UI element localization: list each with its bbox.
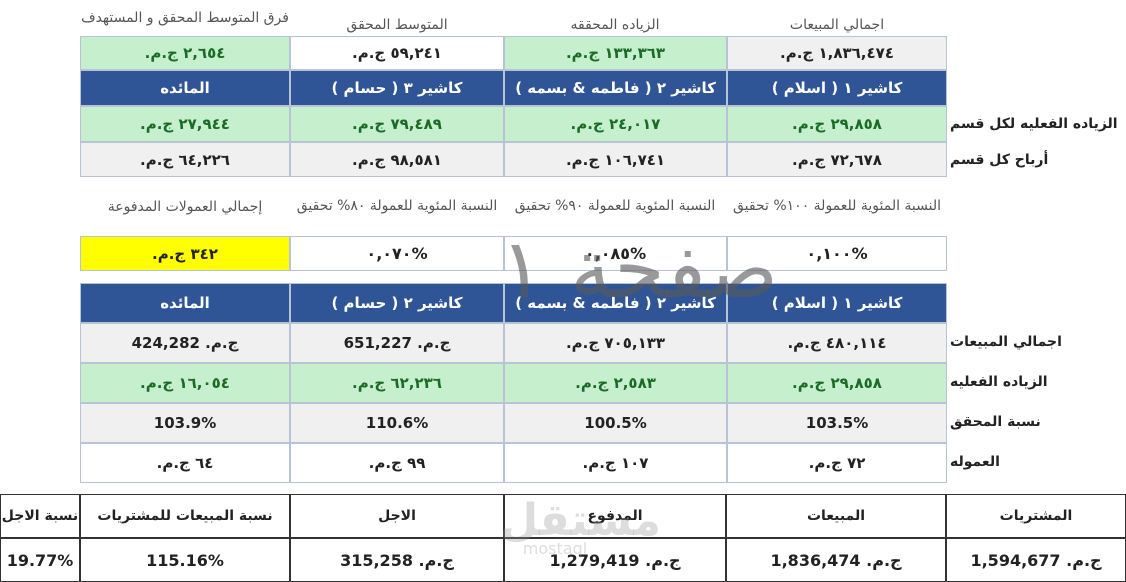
- summary-header-average: المتوسط المحقق: [346, 16, 448, 33]
- section-increase-cashier-2: ٢٤,٠١٧ ج.م.: [504, 106, 727, 142]
- summary-header-increase: الزياده المحققه: [570, 16, 660, 33]
- section-title-table: المائده: [80, 70, 290, 106]
- cashier-rate-table: 103.9%: [80, 403, 290, 443]
- totals-header-sales-ratio: نسبة المبيعات للمشتريات: [80, 494, 290, 538]
- commission-rate-100: %٠,١٠٠: [727, 236, 947, 271]
- cashier-sales-table: ج.م. 424,282: [80, 323, 290, 363]
- commission-rate-90: %٠,٠٨٥: [504, 236, 727, 271]
- summary-header-total-sales: اجمالي المبيعات: [789, 16, 885, 33]
- section-title-cashier-1: كاشير ١ ( اسلام ): [727, 70, 947, 106]
- cashier-commission-3: ٩٩ ج.م.: [290, 443, 504, 483]
- totals-header-deferred-ratio: نسبة الاجل: [0, 494, 80, 538]
- section-title-cashier-3: كاشير ٣ ( حسام ): [290, 70, 504, 106]
- row-label-total-sales: اجمالي المبيعات: [950, 334, 1062, 350]
- cashier-title-2: كاشير ٢ ( فاطمه & بسمه ): [504, 283, 727, 323]
- cashier-sales-2: ٧٠٥,١٣٣ ج.م.: [504, 323, 727, 363]
- summary-value-increase: ١٣٣,٣٦٣ ج.م.: [504, 36, 727, 70]
- section-profit-cashier-3: ٩٨,٥٨١ ج.م.: [290, 142, 504, 177]
- summary-header-average-diff: فرق المتوسط المحقق و المستهدف: [81, 9, 289, 26]
- cashier-increase-3: ٦٢,٢٣٦ ج.م.: [290, 363, 504, 403]
- cashier-commission-table: ٦٤ ج.م.: [80, 443, 290, 483]
- totals-header-purchases: المشتريات: [946, 494, 1126, 538]
- cashier-commission-2: ١٠٧ ج.م.: [504, 443, 727, 483]
- section-increase-cashier-1: ٢٩,٨٥٨ ج.م.: [727, 106, 947, 142]
- totals-value-purchases: ج.م. 1,594,677: [946, 538, 1126, 582]
- cashier-rate-2: 100.5%: [504, 403, 727, 443]
- cashier-increase-table: ١٦,٠٥٤ ج.م.: [80, 363, 290, 403]
- totals-header-paid: المدفوع: [504, 494, 726, 538]
- totals-header-deferred: الاجل: [290, 494, 504, 538]
- commission-header-90: النسبة المئوية للعمولة ٩٠% تحقيق: [514, 197, 716, 214]
- totals-value-deferred-ratio: 19.77%: [0, 538, 80, 582]
- section-increase-cashier-3: ٧٩,٤٨٩ ج.م.: [290, 106, 504, 142]
- section-profit-cashier-2: ١٠٦,٧٤١ ج.م.: [504, 142, 727, 177]
- summary-value-total-sales: ١,٨٣٦,٤٧٤ ج.م.: [727, 36, 947, 70]
- cashier-commission-1: ٧٢ ج.م.: [727, 443, 947, 483]
- row-label-actual-increase: الزياده الفعليه: [950, 374, 1048, 390]
- cashier-title-table: المائده: [80, 283, 290, 323]
- cashier-title-1: كاشير ١ ( اسلام ): [727, 283, 947, 323]
- commission-header-80: النسبة المئوية للعمولة ٨٠% تحقيق: [296, 197, 498, 214]
- cashier-increase-1: ٢٩,٨٥٨ ج.م.: [727, 363, 947, 403]
- commission-header-100: النسبة المئوية للعمولة ١٠٠% تحقيق: [732, 197, 942, 214]
- section-title-cashier-2: كاشير ٢ ( فاطمه & بسمه ): [504, 70, 727, 106]
- totals-header-sales: المبيعات: [726, 494, 946, 538]
- row-label-profits-per-section: أرباح كل قسم: [950, 152, 1049, 168]
- section-increase-table: ٢٧,٩٤٤ ج.م.: [80, 106, 290, 142]
- totals-value-paid: ج.م. 1,279,419: [504, 538, 726, 582]
- totals-value-sales-ratio: 115.16%: [80, 538, 290, 582]
- commission-rate-80: %٠,٠٧٠: [290, 236, 504, 271]
- cashier-title-3: كاشير ٢ ( حسام ): [290, 283, 504, 323]
- totals-value-deferred: ج.م. 315,258: [290, 538, 504, 582]
- section-profit-cashier-1: ٧٢,٦٧٨ ج.م.: [727, 142, 947, 177]
- cashier-rate-3: 110.6%: [290, 403, 504, 443]
- row-label-increase-per-section: الزياده الفعليه لكل قسم: [950, 116, 1118, 132]
- row-label-commission: العموله: [950, 454, 1000, 470]
- cashier-rate-1: 103.5%: [727, 403, 947, 443]
- summary-value-average: ٥٩,٢٤١ ج.م.: [290, 36, 504, 70]
- section-profit-table: ٦٤,٢٢٦ ج.م.: [80, 142, 290, 177]
- cashier-sales-1: ٤٨٠,١١٤ ج.م.: [727, 323, 947, 363]
- commission-header-total: إجمالي العمولات المدفوعة: [107, 198, 263, 215]
- cashier-increase-2: ٢,٥٨٣ ج.م.: [504, 363, 727, 403]
- commission-total-paid: ٣٤٢ ج.م.: [80, 236, 290, 271]
- summary-value-average-diff: ٢,٦٥٤ ج.م.: [80, 36, 290, 70]
- cashier-sales-3: ج.م. 651,227: [290, 323, 504, 363]
- row-label-achievement-rate: نسبة المحقق: [950, 414, 1041, 430]
- totals-value-sales: ج.م. 1,836,474: [726, 538, 946, 582]
